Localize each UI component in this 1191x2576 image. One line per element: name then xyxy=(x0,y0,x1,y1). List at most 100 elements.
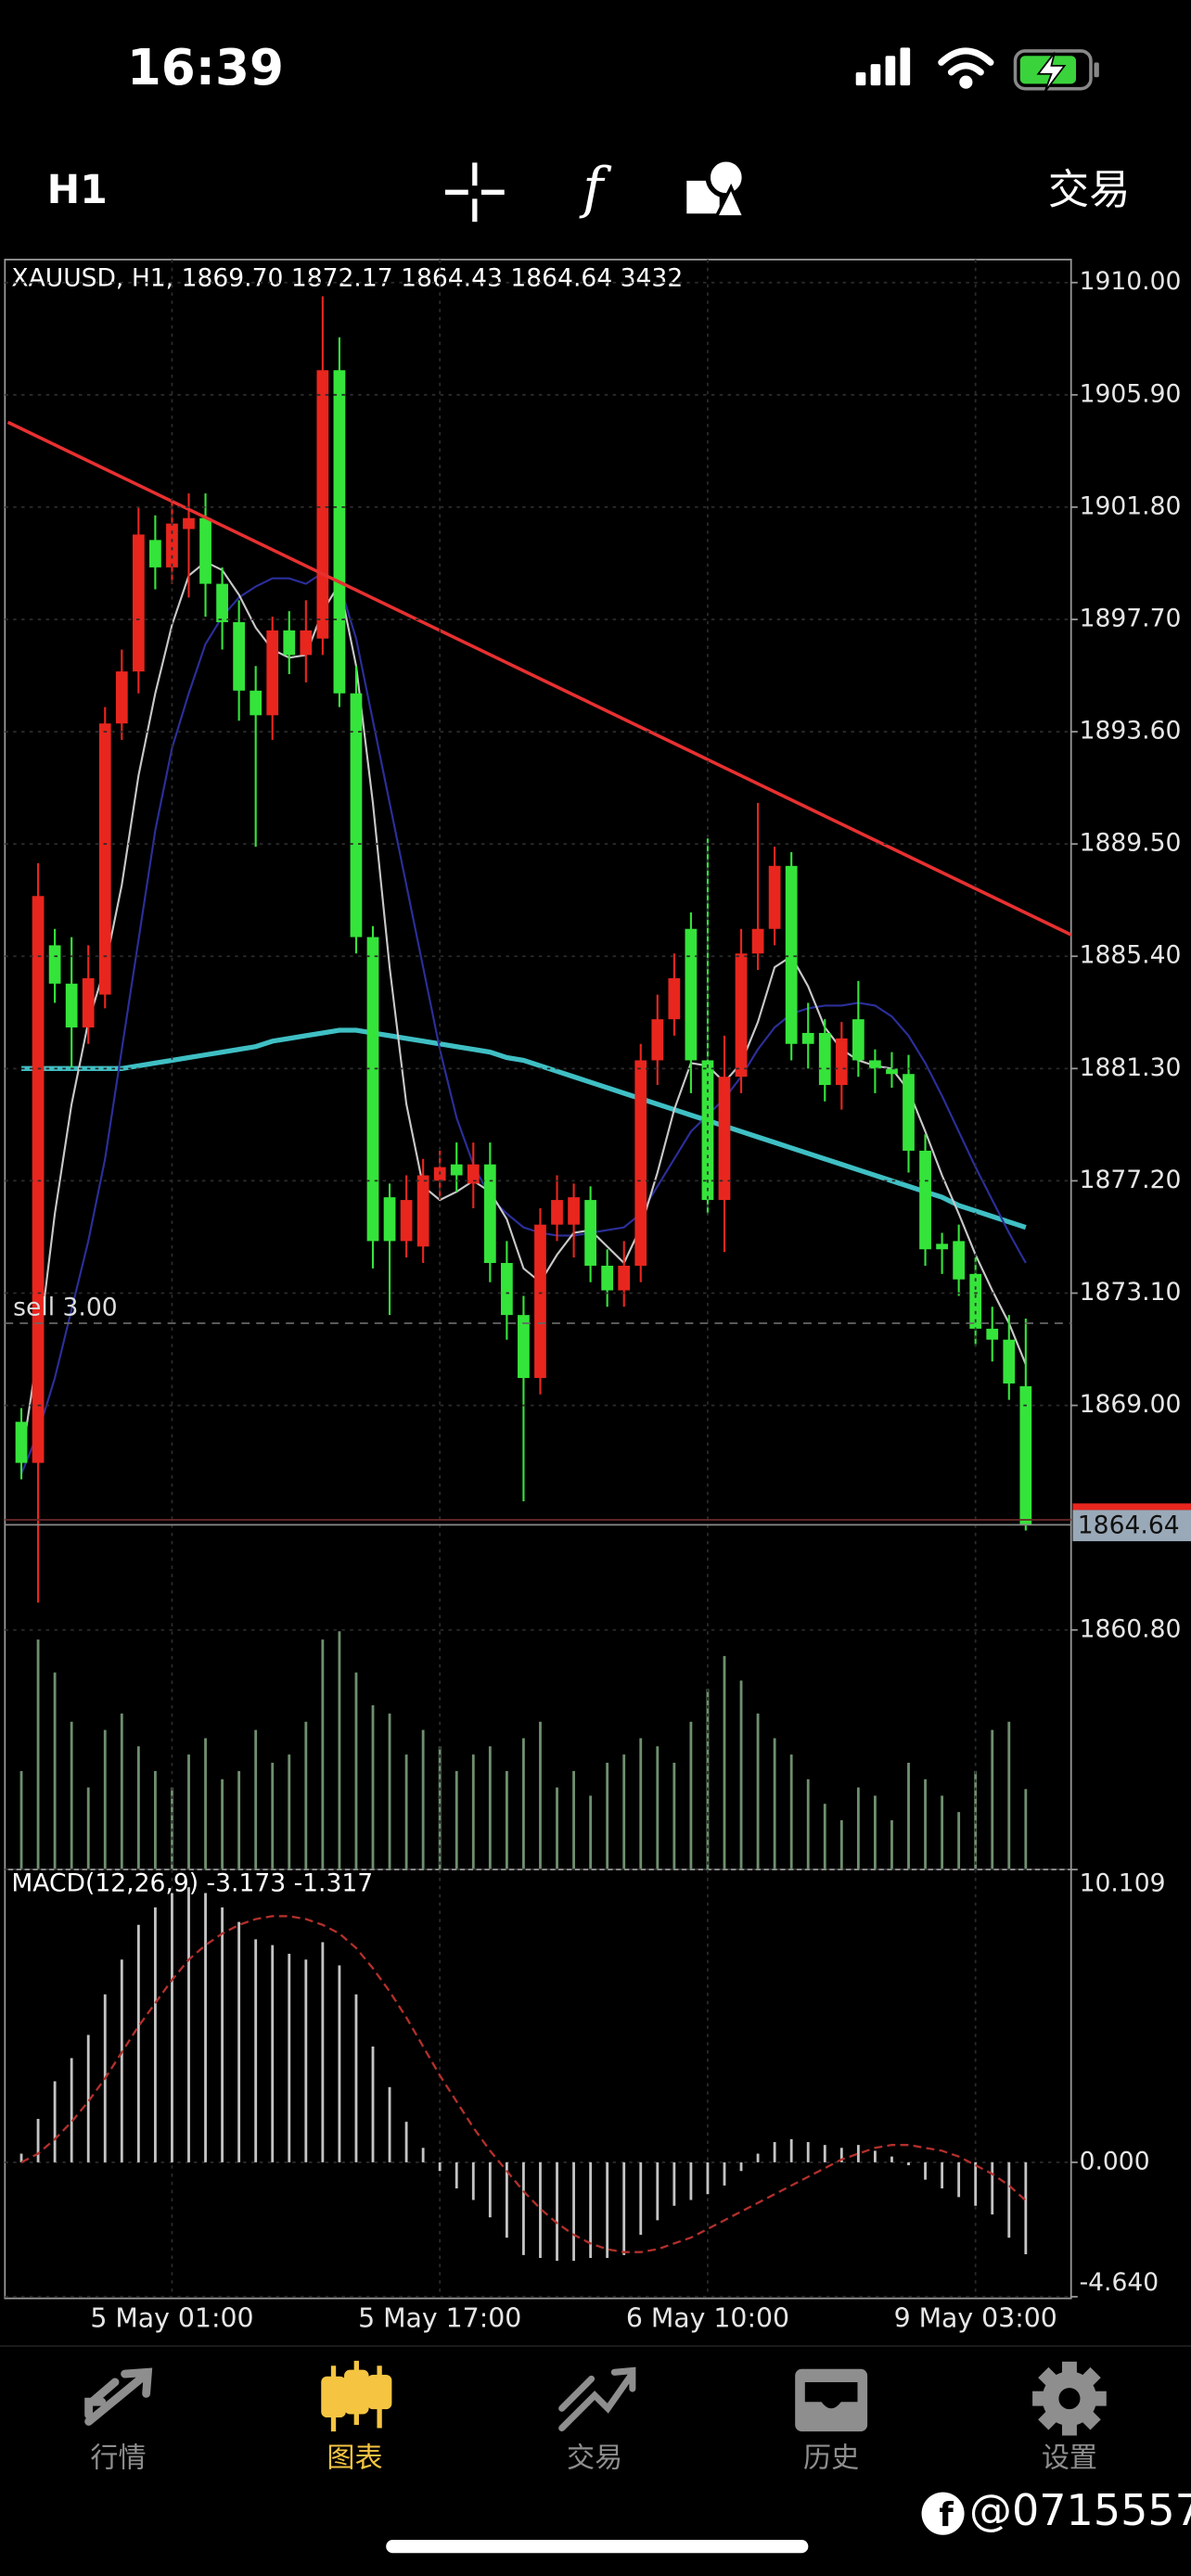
gear-tooth xyxy=(1088,2391,1107,2406)
y-tick-label: 1881.30 xyxy=(1080,1053,1182,1082)
candle-body xyxy=(801,1032,814,1044)
watermark-text: @0715557 xyxy=(969,2485,1191,2535)
candle-body xyxy=(333,370,346,694)
candle-body xyxy=(618,1265,631,1291)
macd-y-tick-label: 10.109 xyxy=(1080,1869,1166,1898)
tab-label[interactable]: 行情 xyxy=(90,2442,146,2475)
history-icon xyxy=(795,2368,868,2432)
y-tick-label: 1860.80 xyxy=(1080,1614,1182,1643)
candle-body xyxy=(903,1074,915,1151)
candle-body xyxy=(518,1315,530,1379)
candle-body xyxy=(416,1175,429,1247)
candle-body xyxy=(701,1060,714,1201)
candle-body xyxy=(300,630,313,656)
tab-label[interactable]: 交易 xyxy=(567,2442,622,2475)
trendline xyxy=(6,420,1071,937)
chart-title: XAUUSD, H1, 1869.70 1872.17 1864.43 1864… xyxy=(11,264,683,293)
candle-body xyxy=(969,1273,982,1329)
quotes-icon xyxy=(84,2367,153,2426)
candle-body xyxy=(216,583,228,622)
candle-body xyxy=(751,928,764,954)
gear-tooth xyxy=(1061,2361,1077,2380)
ask-marker xyxy=(1072,1503,1191,1511)
candle-body xyxy=(651,1019,664,1061)
candle-body xyxy=(115,671,128,724)
clock: 16:39 xyxy=(127,39,284,96)
candle-body xyxy=(467,1164,480,1184)
y-tick-label: 1893.60 xyxy=(1080,717,1182,746)
candle-body xyxy=(718,1077,731,1201)
candle-body xyxy=(1019,1385,1032,1525)
macd-signal xyxy=(20,1915,1027,2253)
candle-body xyxy=(584,1200,596,1266)
y-tick-label: 1901.80 xyxy=(1080,491,1182,520)
y-tick-label: 1910.00 xyxy=(1080,267,1182,296)
candle-body xyxy=(835,1038,848,1086)
signal-icon xyxy=(855,47,911,86)
candle-body xyxy=(1003,1339,1016,1384)
candle-body xyxy=(685,928,698,1061)
y-tick-label: 1897.70 xyxy=(1080,604,1182,632)
candle-body xyxy=(233,621,246,691)
macd-y-tick-label: 0.000 xyxy=(1080,2147,1150,2175)
candle-body xyxy=(183,517,195,529)
candle-body xyxy=(166,523,178,567)
y-tick-label: 1877.20 xyxy=(1080,1166,1182,1194)
candle-body xyxy=(149,540,161,567)
candle-body xyxy=(869,1060,881,1069)
gear-tooth xyxy=(1038,2366,1062,2391)
candle-body xyxy=(400,1200,413,1242)
gear-tooth xyxy=(1032,2391,1051,2406)
candle-body xyxy=(82,977,95,1028)
chart-frame xyxy=(4,259,1072,2300)
candle-body xyxy=(98,723,111,995)
gear-tooth xyxy=(1061,2417,1077,2436)
chart-icon xyxy=(321,2360,392,2432)
tab-label[interactable]: 图表 xyxy=(327,2442,382,2475)
last-price-box xyxy=(1072,1510,1191,1542)
candle-body xyxy=(65,983,78,1028)
candle-body xyxy=(986,1328,999,1340)
candle-body xyxy=(551,1200,563,1225)
tab-label[interactable]: 设置 xyxy=(1042,2442,1097,2475)
candle-body xyxy=(818,1032,831,1086)
crosshair-button[interactable] xyxy=(444,162,505,223)
tab-icons xyxy=(84,2360,1107,2436)
candle-body xyxy=(483,1164,496,1264)
x-tick-label: 9 May 03:00 xyxy=(894,2303,1057,2334)
candle-body xyxy=(32,896,45,1463)
candle-body xyxy=(316,370,329,639)
candle-body xyxy=(668,977,681,1020)
svg-text:f: f xyxy=(939,2496,954,2534)
wifi-icon xyxy=(938,47,994,89)
tab-label[interactable]: 历史 xyxy=(803,2442,859,2475)
watermark: f @0715557 xyxy=(921,2485,1191,2535)
candle-body xyxy=(132,534,145,672)
tab-labels: 行情 图表 交易 历史 设置 xyxy=(90,2442,1097,2475)
y-tick-label: 1885.40 xyxy=(1080,941,1182,970)
candle-body xyxy=(534,1224,546,1379)
timeframe-button[interactable]: H1 xyxy=(47,168,108,213)
macd-label: MACD(12,26,9) -3.173 -1.317 xyxy=(11,1869,373,1898)
main-pane xyxy=(6,296,1071,1870)
macd-y-tick-label: -4.640 xyxy=(1080,2268,1159,2297)
candle-body xyxy=(350,693,363,937)
candle-body xyxy=(383,1197,396,1242)
candle-body xyxy=(601,1265,614,1291)
x-tick-label: 6 May 10:00 xyxy=(626,2303,789,2334)
candle-body xyxy=(568,1197,580,1225)
candle-body xyxy=(199,517,211,584)
candle-body xyxy=(283,630,296,656)
y-tick-label: 1869.00 xyxy=(1080,1390,1182,1419)
y-tick-label: 1905.90 xyxy=(1080,379,1182,408)
candle-body xyxy=(450,1164,463,1176)
battery-icon xyxy=(1013,49,1099,93)
objects-button[interactable] xyxy=(686,157,748,219)
trade-button[interactable]: 交易 xyxy=(1048,166,1131,213)
gear-tooth xyxy=(1077,2406,1101,2430)
x-tick-label: 5 May 01:00 xyxy=(90,2303,253,2334)
candle-body xyxy=(634,1060,647,1266)
candle-body xyxy=(15,1422,28,1463)
